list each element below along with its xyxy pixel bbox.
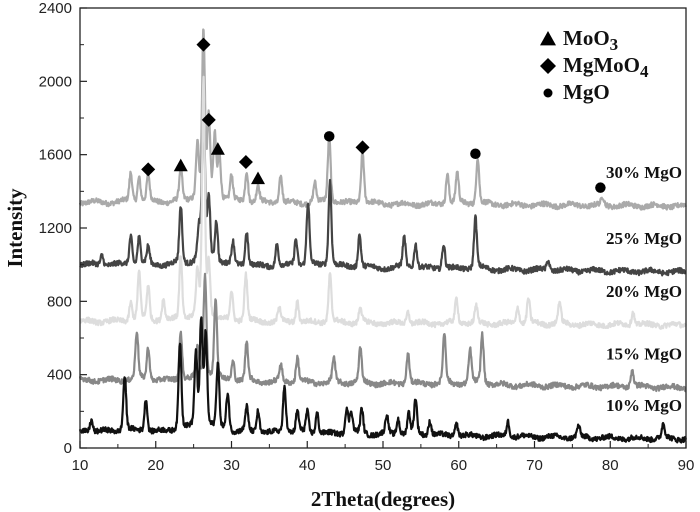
x-tick-label: 80 (602, 457, 619, 474)
triangle-marker (210, 142, 225, 155)
x-tick-label: 10 (72, 457, 89, 474)
circle-marker (595, 182, 606, 193)
diamond-marker (540, 58, 556, 74)
y-axis-label: Intensity (3, 188, 27, 268)
series-line-20mgo (78, 75, 687, 330)
series-label: 15% MgO (606, 345, 682, 364)
series-line-15mgo (78, 272, 687, 393)
circle-marker (543, 88, 553, 98)
y-tick-label: 0 (64, 440, 72, 457)
x-tick-label: 20 (147, 457, 164, 474)
diamond-marker (355, 140, 370, 155)
y-tick-label: 400 (47, 367, 72, 384)
series-label: 25% MgO (606, 229, 682, 248)
legend-label: MgMoO4 (563, 53, 649, 81)
circle-marker (470, 148, 481, 159)
diamond-marker (141, 162, 156, 177)
diamond-marker (238, 155, 253, 169)
phase-markers (141, 37, 606, 193)
series-line-25mgo (79, 92, 687, 277)
legend-label: MgO (563, 80, 610, 104)
circle-marker (323, 131, 335, 142)
series-line-10mgo (78, 316, 687, 444)
diamond-marker (196, 37, 211, 52)
triangle-marker (251, 171, 266, 185)
series-label: 20% MgO (606, 282, 682, 301)
series-labels: 30% MgO 25% MgO 20% MgO 15% MgO 10% MgO (606, 163, 682, 415)
axes: 10 20 30 40 50 60 70 80 90 0 400 800 1200 1600 2000 240… (39, 0, 695, 474)
triangle-marker (173, 158, 188, 172)
diamond-marker (201, 112, 216, 127)
y-tick-label: 800 (47, 293, 72, 310)
y-tick-label: 1200 (39, 220, 72, 237)
y-tick-label: 2400 (39, 0, 72, 17)
x-tick-label: 30 (223, 457, 240, 474)
series-label: 10% MgO (606, 396, 682, 415)
x-tick-label: 50 (375, 457, 392, 474)
x-tick-label: 90 (678, 457, 695, 474)
x-tick-label: 70 (526, 457, 543, 474)
y-tick-label: 1600 (39, 147, 72, 164)
triangle-marker (540, 31, 556, 46)
x-axis-label: 2Theta(degrees) (311, 487, 455, 511)
series-label: 30% MgO (606, 163, 682, 182)
y-tick-label: 2000 (39, 73, 72, 90)
legend-label: MoO3 (563, 26, 618, 54)
x-tick-label: 40 (299, 457, 316, 474)
x-tick-label: 60 (450, 457, 467, 474)
plot-lines (78, 28, 687, 444)
